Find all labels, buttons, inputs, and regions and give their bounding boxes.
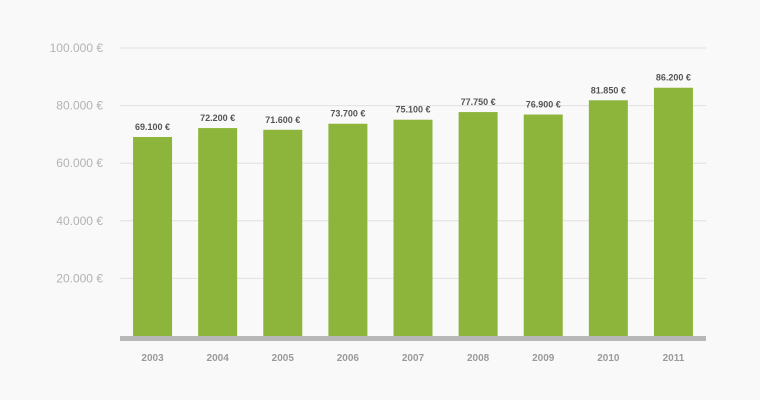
bar xyxy=(198,128,238,336)
bar xyxy=(133,136,173,336)
x-tick-label: 2008 xyxy=(467,353,490,364)
data-label: 76.900 € xyxy=(526,100,561,110)
data-label: 72.200 € xyxy=(200,113,235,123)
bar xyxy=(458,112,498,336)
data-label: 69.100 € xyxy=(135,122,170,132)
x-tick-label: 2007 xyxy=(402,353,425,364)
x-tick-label: 2005 xyxy=(272,353,295,364)
y-tick-label: 60.000 € xyxy=(56,156,103,170)
y-tick-label: 100.000 € xyxy=(50,41,104,55)
bars xyxy=(133,87,693,336)
data-label: 86.200 € xyxy=(656,73,691,83)
bar xyxy=(523,114,563,336)
data-labels: 69.100 € 72.200 € 71.600 € 73.700 € 75.100 €… xyxy=(135,73,691,132)
y-tick-label: 20.000 € xyxy=(56,271,103,285)
y-tick-label: 40.000 € xyxy=(56,214,103,228)
y-tick-label: 80.000 € xyxy=(56,99,103,113)
data-label: 71.600 € xyxy=(265,115,300,125)
bar xyxy=(588,100,628,336)
data-label: 75.100 € xyxy=(395,105,430,115)
bar xyxy=(263,129,303,336)
x-tick-label: 2003 xyxy=(141,353,164,364)
x-axis-baseline xyxy=(120,336,706,341)
data-label: 81.850 € xyxy=(591,85,626,95)
bar xyxy=(653,87,693,336)
x-tick-label: 2004 xyxy=(207,353,230,364)
data-label: 77.750 € xyxy=(461,97,496,107)
bar xyxy=(328,123,368,336)
y-axis-ticks: 20.000 € 40.000 € 60.000 € 80.000 € 100.000 … xyxy=(50,41,104,285)
x-axis-ticks: 2003 2004 2005 2006 2007 2008 2009 2010 2011 xyxy=(141,353,684,364)
data-label: 73.700 € xyxy=(330,109,365,119)
x-tick-label: 2011 xyxy=(663,353,685,364)
x-tick-label: 2009 xyxy=(532,353,555,364)
x-tick-label: 2010 xyxy=(597,353,620,364)
x-tick-label: 2006 xyxy=(337,353,360,364)
bar xyxy=(393,119,433,336)
